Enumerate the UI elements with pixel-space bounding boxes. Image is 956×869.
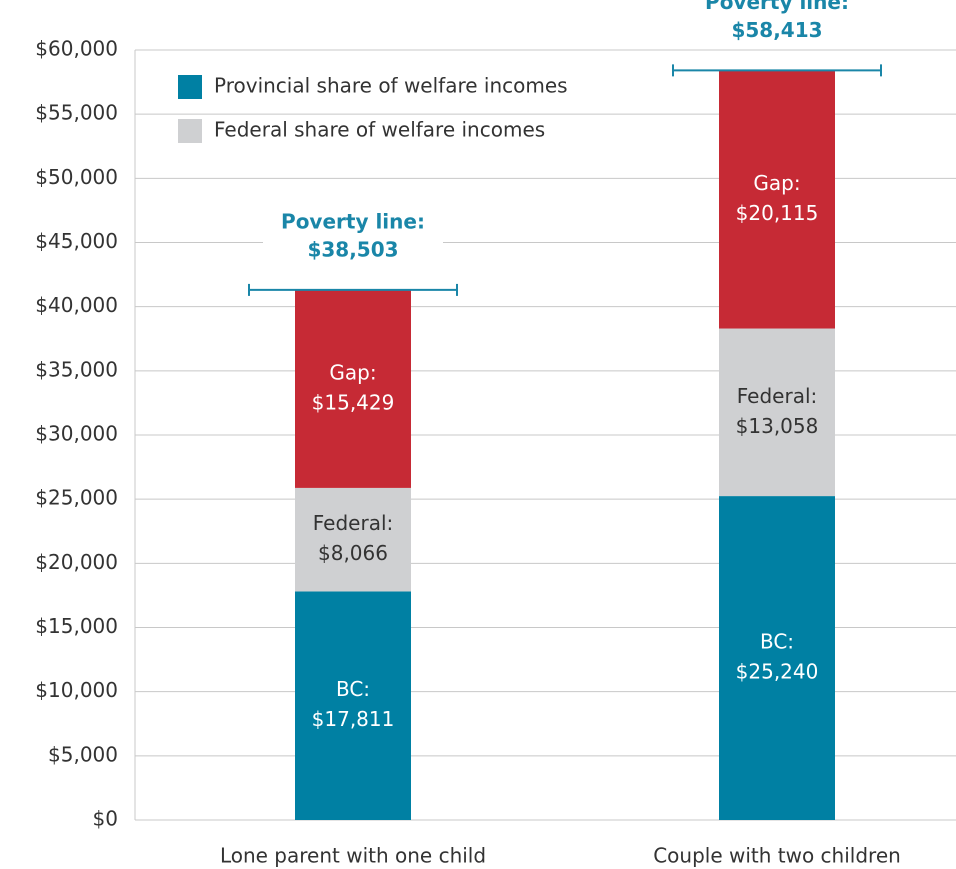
data-label: $8,066	[318, 541, 388, 565]
bar-segment	[295, 591, 411, 820]
y-tick-label: $50,000	[35, 165, 118, 189]
x-tick-label: Lone parent with one child	[220, 844, 486, 868]
data-label: $13,058	[736, 414, 819, 438]
y-tick-label: $30,000	[35, 422, 118, 446]
y-tick-label: $0	[93, 807, 118, 831]
poverty-label-bg	[687, 0, 867, 49]
y-tick-label: $45,000	[35, 229, 118, 253]
data-label: $20,115	[736, 201, 819, 225]
data-label: $15,429	[312, 390, 395, 414]
y-tick-label: $55,000	[35, 101, 118, 125]
y-tick-label: $5,000	[48, 742, 118, 766]
y-tick-label: $20,000	[35, 550, 118, 574]
poverty-value: $38,503	[307, 237, 398, 261]
legend-swatch	[178, 119, 202, 143]
x-tick-label: Couple with two children	[653, 844, 901, 868]
segment-label: Gap:	[329, 360, 376, 384]
bar-segment	[295, 289, 411, 488]
y-tick-label: $10,000	[35, 678, 118, 702]
legend-label: Provincial share of welfare incomes	[214, 74, 568, 98]
data-label: $17,811	[312, 707, 395, 731]
poverty-title: Poverty line:	[281, 209, 425, 233]
legend-swatch	[178, 75, 202, 99]
segment-label: Federal:	[737, 384, 818, 408]
poverty-label-bg	[263, 201, 443, 268]
y-tick-label: $25,000	[35, 486, 118, 510]
y-tick-label: $35,000	[35, 357, 118, 381]
segment-label: Federal:	[313, 511, 394, 535]
y-tick-label: $60,000	[35, 37, 118, 61]
y-tick-label: $40,000	[35, 293, 118, 317]
segment-label: BC:	[336, 677, 370, 701]
poverty-value: $58,413	[731, 18, 822, 42]
segment-label: BC:	[760, 630, 794, 654]
y-tick-label: $15,000	[35, 614, 118, 638]
segment-label: Gap:	[753, 171, 800, 195]
poverty-title: Poverty line:	[705, 0, 849, 14]
bar-segment	[719, 328, 835, 497]
bar-segment	[719, 70, 835, 329]
data-label: $25,240	[736, 660, 819, 684]
legend-label: Federal share of welfare incomes	[214, 118, 545, 142]
bar-segment	[719, 496, 835, 820]
bar-segment	[295, 487, 411, 592]
